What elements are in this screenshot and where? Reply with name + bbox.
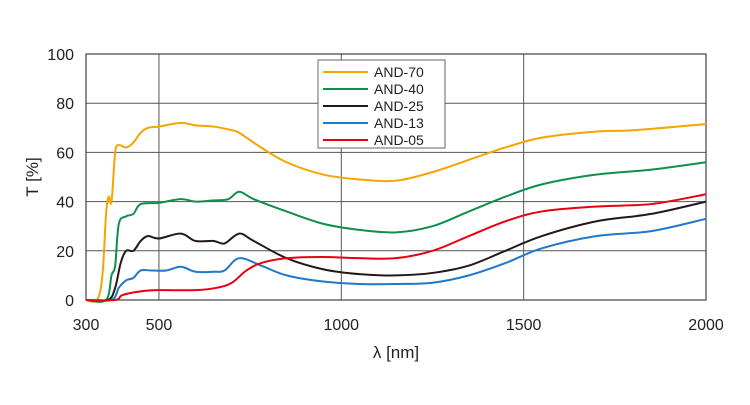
- y-tick-label: 80: [56, 96, 74, 113]
- x-tick-label: 1500: [506, 317, 542, 334]
- x-axis-label: λ [nm]: [373, 343, 419, 362]
- y-tick-label: 100: [47, 47, 74, 64]
- legend-box: [317, 59, 446, 149]
- x-tick-label: 300: [73, 317, 100, 334]
- series-line-and-70: [85, 121, 707, 303]
- x-tick-label: 1000: [323, 317, 359, 334]
- legend-label: AND-05: [374, 132, 424, 148]
- legend-label: AND-70: [374, 64, 424, 80]
- y-tick-label: 60: [56, 145, 74, 162]
- y-tick-label: 20: [56, 244, 74, 261]
- plot-frame: [85, 53, 707, 301]
- series-lines: [85, 121, 707, 303]
- y-tick-label: 40: [56, 195, 74, 212]
- legend-label: AND-40: [374, 81, 424, 97]
- tick-labels: 0 20 40 60 80 100 300 500 1000 1500 2000: [47, 47, 724, 334]
- x-tick-label: 2000: [688, 317, 724, 334]
- series-line-and-40: [85, 161, 707, 303]
- legend-label: AND-25: [374, 98, 424, 114]
- y-tick-label: 0: [65, 293, 74, 310]
- y-axis-label: T [%]: [23, 157, 42, 196]
- series-line-and-05: [85, 193, 707, 302]
- series-line-and-13: [85, 217, 707, 302]
- series-line-and-25: [85, 200, 707, 302]
- x-tick-label: 500: [146, 317, 173, 334]
- legend-label: AND-13: [374, 115, 424, 131]
